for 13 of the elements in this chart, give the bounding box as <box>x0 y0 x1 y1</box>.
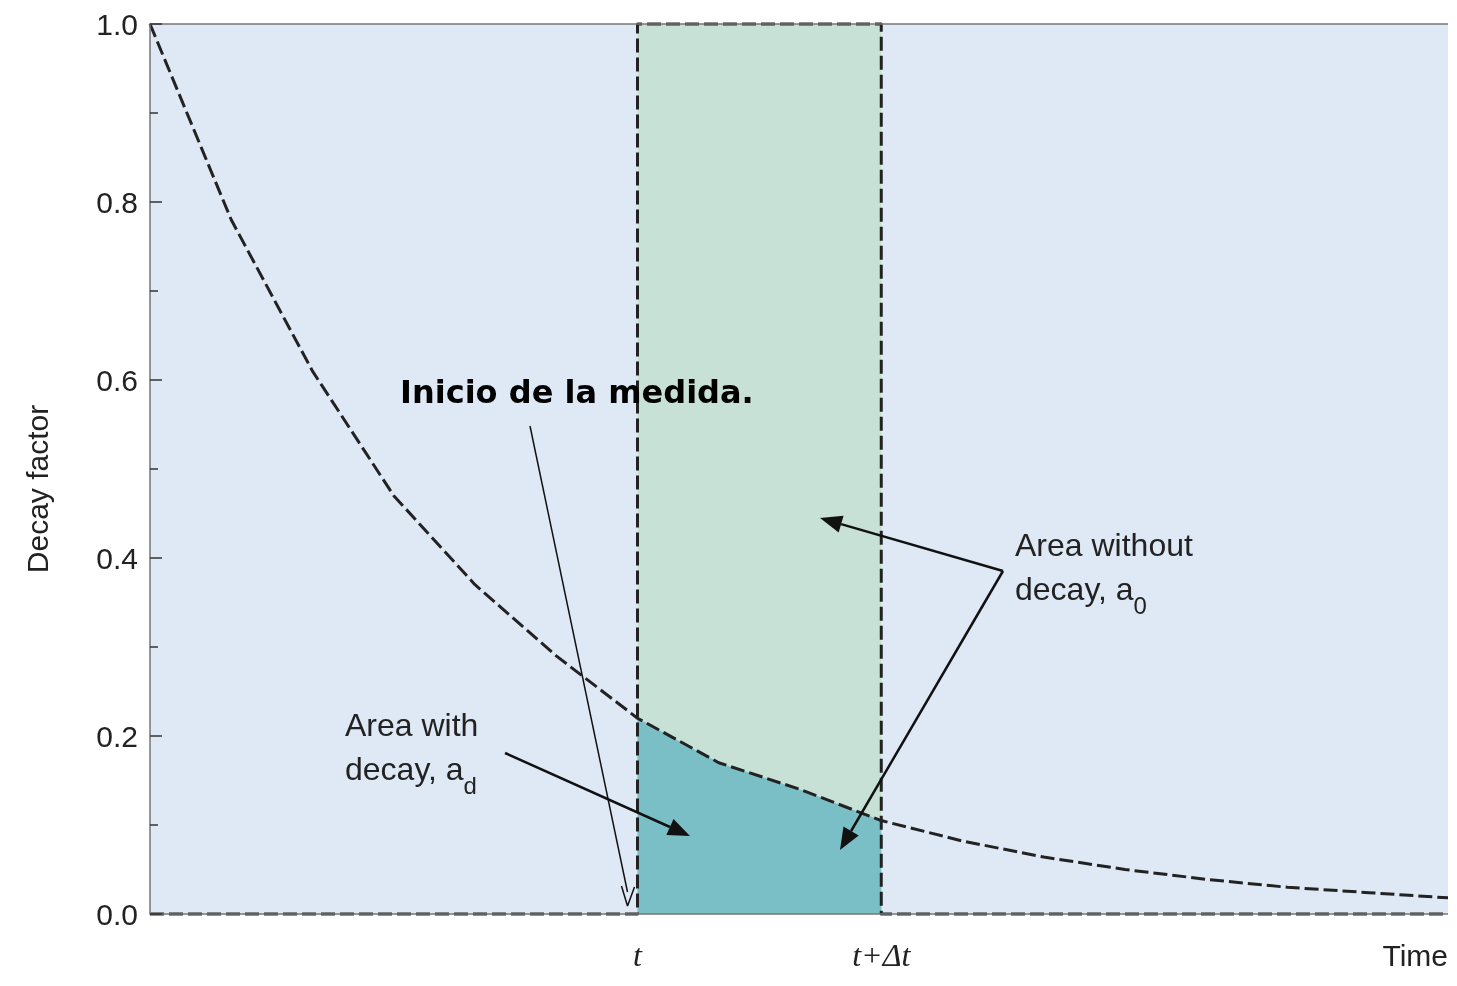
annotation: Area without decay, a$_{0}$ <box>1015 527 1193 619</box>
y-tick-label: 0.2 <box>96 719 138 753</box>
y-axis-title: Decay factor <box>21 404 54 574</box>
x-axis-title: Time <box>1382 939 1448 972</box>
annotation: Area with decay, a$_{d}$ <box>345 707 479 799</box>
x-tick-label: t+Δt <box>852 937 912 973</box>
y-tick-label: 0.8 <box>96 185 138 219</box>
y-tick-label: 1.0 <box>96 7 138 41</box>
y-tick-label: 0.6 <box>96 363 138 397</box>
annotation: Inicio de la medida. <box>400 373 754 411</box>
y-tick-label: 0.0 <box>96 897 138 931</box>
x-tick-label: t <box>633 937 644 973</box>
y-tick-label: 0.4 <box>96 541 138 575</box>
